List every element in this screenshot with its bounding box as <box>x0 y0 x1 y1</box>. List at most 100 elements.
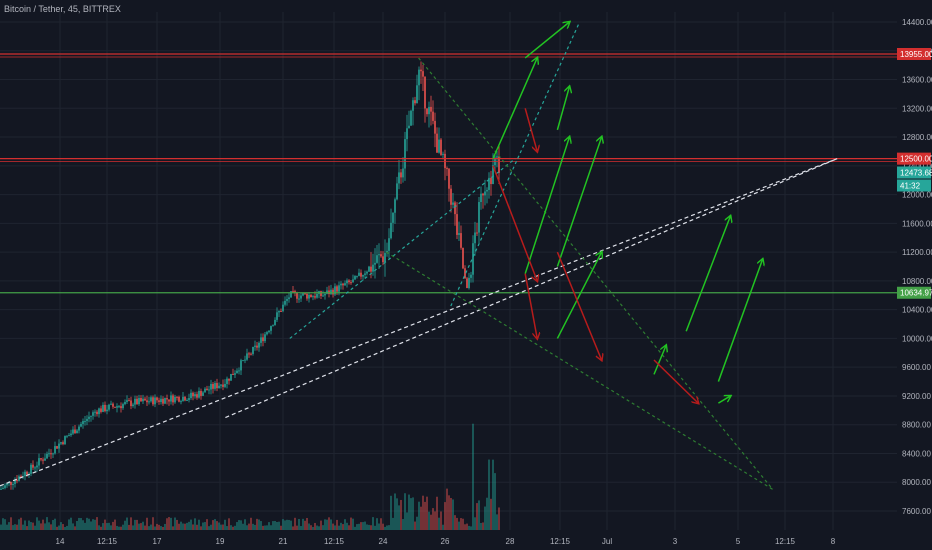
green-projection-arrow[interactable] <box>556 252 601 339</box>
volume-bar <box>192 524 194 530</box>
volume-bar <box>18 519 20 530</box>
volume-bar <box>102 523 104 530</box>
green-projection-arrow[interactable] <box>556 87 569 131</box>
candle-body <box>138 398 140 405</box>
volume-bar <box>284 520 286 530</box>
candle-body <box>498 156 500 173</box>
red-projection-arrow[interactable] <box>524 273 537 339</box>
volume-bar <box>270 525 272 530</box>
candle-body <box>68 435 70 437</box>
candle-body <box>248 353 250 355</box>
candle-body <box>124 401 126 405</box>
volume-bar <box>128 524 130 530</box>
volume-bar <box>354 526 356 530</box>
candle-body <box>464 268 466 279</box>
volume-bar <box>108 522 110 530</box>
red-projection-arrow[interactable] <box>556 251 601 360</box>
candle-body <box>436 133 438 153</box>
trendline-teal[interactable] <box>450 21 581 307</box>
volume-bar <box>38 520 40 530</box>
volume-bar <box>286 519 288 530</box>
volume-bar <box>54 518 56 530</box>
green-projection-arrow[interactable] <box>524 137 569 274</box>
volume-bar <box>454 515 456 530</box>
volume-bar <box>384 526 386 530</box>
red-projection-arrow[interactable] <box>524 108 537 151</box>
candle-body <box>88 416 90 419</box>
volume-bar <box>10 517 12 530</box>
candle-body <box>100 408 102 412</box>
volume-bar <box>58 525 60 530</box>
volume-bar <box>70 517 72 530</box>
candle-body <box>94 411 96 413</box>
volume-bar <box>464 524 466 530</box>
candle-body <box>428 106 430 115</box>
candle-body <box>256 345 258 348</box>
volume-bar <box>214 519 216 530</box>
green-projection-arrow[interactable] <box>492 58 537 159</box>
candle-body <box>410 110 412 126</box>
volume-bar <box>100 526 102 530</box>
candle-body <box>472 243 474 275</box>
bar-timer-tag-box <box>897 179 931 192</box>
volume-bar <box>114 519 116 530</box>
volume-bar <box>26 526 28 530</box>
green-projection-arrow[interactable] <box>556 137 601 267</box>
volume-bar <box>188 521 190 530</box>
candle-body <box>358 272 360 276</box>
volume-bar <box>180 521 182 530</box>
candle-body <box>228 378 230 381</box>
trendline-white[interactable] <box>225 158 838 419</box>
candle-body <box>178 396 180 402</box>
candle-body <box>186 399 188 401</box>
candle-body <box>338 285 340 292</box>
horizontal-levels[interactable] <box>0 53 897 294</box>
green-projection-arrow[interactable] <box>717 259 762 382</box>
green-projection-arrow[interactable] <box>685 216 730 332</box>
time-axis[interactable]: 14 12:15 17 19 21 12:15 24 26 28 12:15 Jul 3 5 12:15 8 <box>0 531 897 550</box>
volume-bar <box>414 521 416 530</box>
volume-bar <box>388 525 390 530</box>
candle-body <box>442 153 444 155</box>
y-tick-label: 10400.00 <box>902 306 932 315</box>
green-projection-arrow[interactable] <box>653 346 666 375</box>
volume-bar <box>136 519 138 530</box>
y-tick-label: 11200.00 <box>902 248 932 257</box>
green-projection-arrow[interactable] <box>718 396 730 404</box>
volume-bar <box>346 522 348 530</box>
volume-bar <box>368 524 370 530</box>
volume-bar <box>254 524 256 530</box>
volume-bar <box>16 524 18 530</box>
trendlines[interactable] <box>0 21 838 490</box>
candle-body <box>366 271 368 274</box>
candle-body <box>270 326 272 331</box>
candle-body <box>20 476 22 478</box>
volume-bar <box>222 524 224 530</box>
volume-bar <box>496 514 498 530</box>
red-projection-arrow[interactable] <box>653 359 698 403</box>
y-tick-label: 10000.00 <box>902 334 932 343</box>
candle-body <box>476 232 478 234</box>
candle-body <box>384 253 386 263</box>
candle-body <box>300 295 302 299</box>
volume-bar <box>432 508 434 530</box>
projection-arrows[interactable] <box>492 22 763 404</box>
trendline-teal[interactable] <box>289 158 516 339</box>
candle-body <box>446 168 448 170</box>
volume-bar <box>322 525 324 530</box>
price-axis[interactable]: 14400.0014000.0013600.0013200.0012800.00… <box>897 0 932 550</box>
volume-bar <box>182 523 184 530</box>
trendline-white[interactable] <box>0 158 838 487</box>
candle-body <box>360 272 362 277</box>
candle-body <box>206 388 208 391</box>
candle-body <box>10 481 12 485</box>
candle-body <box>158 400 160 402</box>
candle-body <box>230 373 232 381</box>
red-projection-arrow[interactable] <box>492 165 537 281</box>
candle-body <box>424 76 426 109</box>
volume-bar <box>470 526 472 530</box>
volume-bar <box>256 518 258 530</box>
green-projection-arrow[interactable] <box>524 22 569 59</box>
candle-body <box>340 283 342 286</box>
